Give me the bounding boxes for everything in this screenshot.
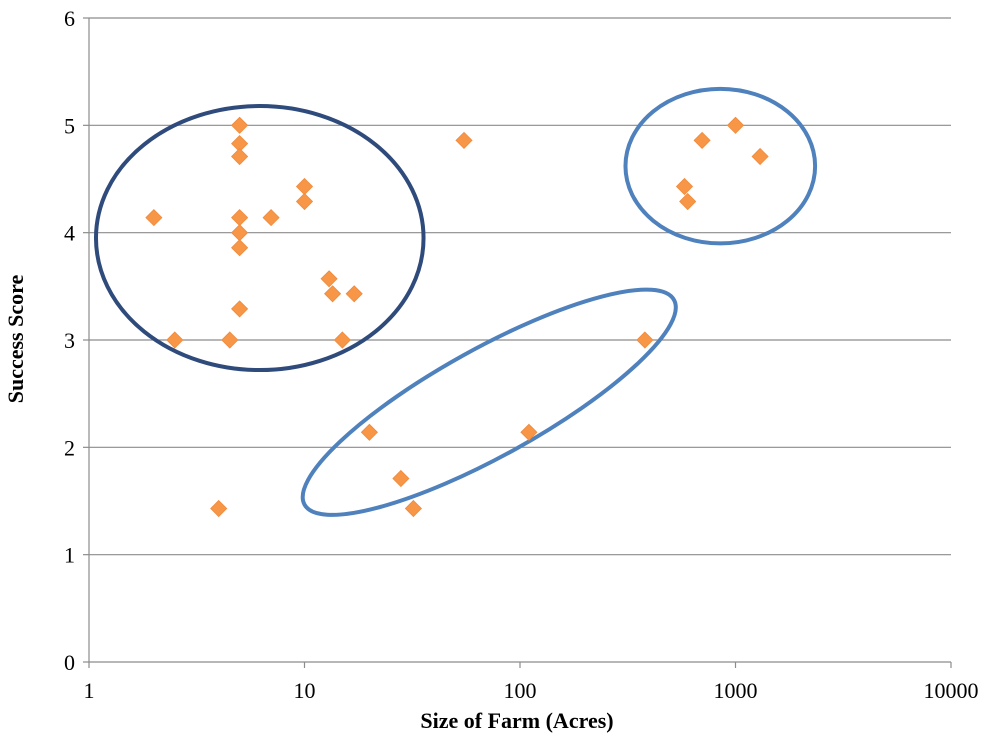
data-point-1 xyxy=(145,209,163,227)
data-point-18 xyxy=(345,285,363,303)
x-tick-label-100: 100 xyxy=(504,678,537,703)
y-axis-title: Success Score xyxy=(3,275,28,404)
data-point-22 xyxy=(455,131,473,149)
x-tick-label-10: 10 xyxy=(294,678,316,703)
y-tick-label-4: 4 xyxy=(64,221,75,246)
data-point-7 xyxy=(231,147,249,166)
data-point-25 xyxy=(675,177,694,196)
x-tick-label-10000: 10000 xyxy=(924,678,979,703)
y-tick-label-0: 0 xyxy=(64,650,75,675)
data-point-20 xyxy=(392,469,410,488)
data-point-4 xyxy=(221,331,239,349)
data-point-19 xyxy=(360,423,378,441)
data-points xyxy=(145,116,769,518)
data-point-28 xyxy=(726,116,745,134)
y-tick-label-6: 6 xyxy=(64,6,75,31)
highlight-ellipse-2 xyxy=(623,86,818,246)
highlight-ellipse-1 xyxy=(93,104,426,373)
data-point-29 xyxy=(751,147,769,166)
y-tick-label-1: 1 xyxy=(64,543,75,568)
data-point-10 xyxy=(231,239,249,257)
data-point-8 xyxy=(231,209,249,227)
x-tick-label-1: 1 xyxy=(84,678,95,703)
data-point-15 xyxy=(320,270,338,288)
x-axis-title: Size of Farm (Acres) xyxy=(420,708,613,733)
data-point-12 xyxy=(262,209,280,227)
data-point-26 xyxy=(679,192,697,211)
data-point-16 xyxy=(324,285,342,303)
data-point-27 xyxy=(693,131,711,149)
data-point-5 xyxy=(231,116,249,134)
data-point-3 xyxy=(210,499,228,518)
data-point-13 xyxy=(295,177,314,196)
data-point-21 xyxy=(404,499,422,518)
y-tick-label-2: 2 xyxy=(64,435,75,460)
y-tick-label-3: 3 xyxy=(64,328,75,353)
axes xyxy=(83,17,952,668)
data-point-11 xyxy=(231,300,249,318)
y-tick-label-5: 5 xyxy=(64,113,75,138)
highlight-ellipse-3 xyxy=(300,287,678,517)
data-point-9 xyxy=(231,224,249,242)
data-point-17 xyxy=(333,331,351,349)
data-point-24 xyxy=(636,331,654,349)
data-point-23 xyxy=(520,423,538,441)
highlight-ellipses xyxy=(93,86,818,517)
x-tick-label-1000: 1000 xyxy=(714,678,758,703)
gridlines xyxy=(89,17,951,556)
data-point-14 xyxy=(295,192,314,211)
data-point-2 xyxy=(166,331,184,349)
